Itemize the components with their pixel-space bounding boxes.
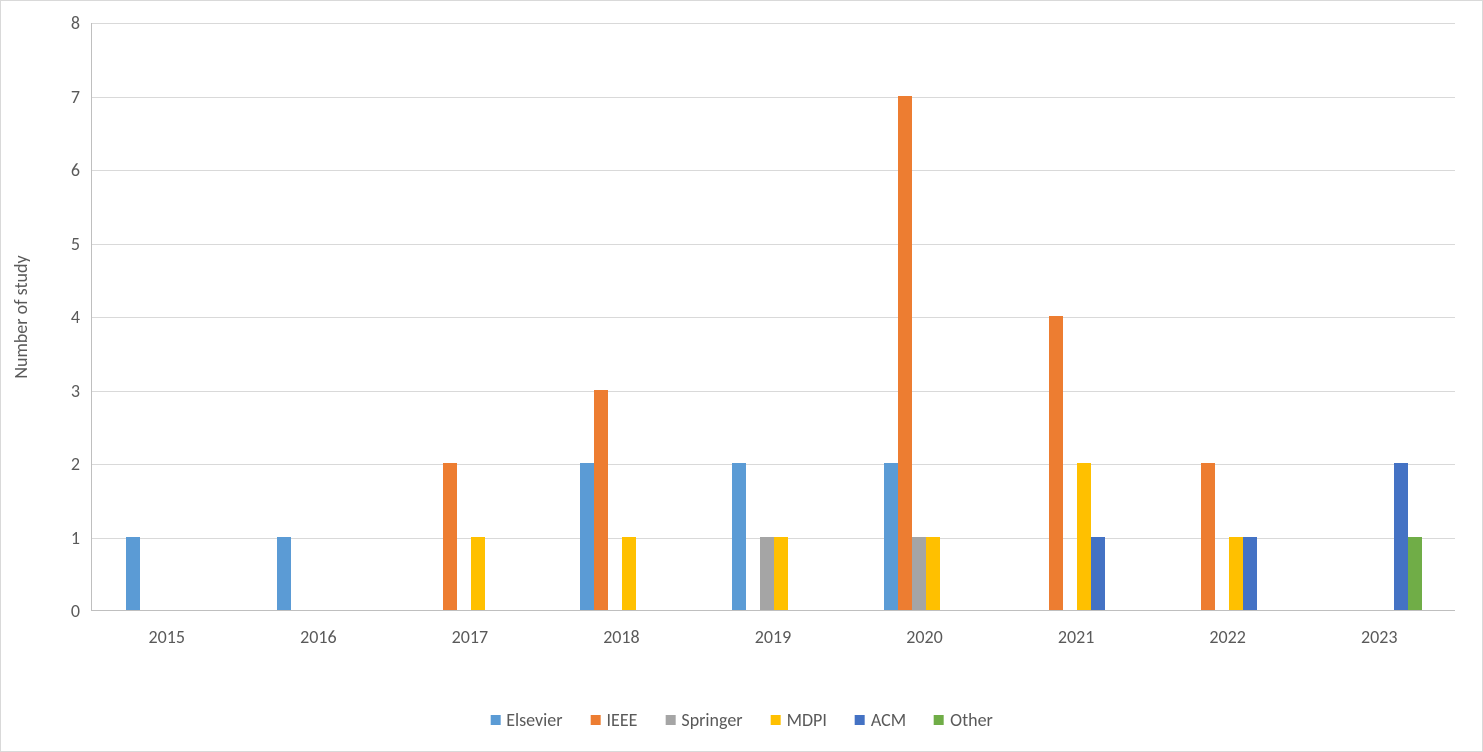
- chart-container: Number of study Elsevier IEEE Springer MDPI…: [0, 0, 1483, 752]
- bar: [912, 537, 926, 611]
- x-tick-label: 2015: [149, 626, 186, 648]
- x-tick-label: 2022: [1209, 626, 1246, 648]
- bar: [594, 390, 608, 611]
- bar: [1243, 537, 1257, 611]
- bar: [471, 537, 485, 611]
- x-tick-label: 2021: [1058, 626, 1095, 648]
- plot-area: [91, 23, 1455, 611]
- gridline: [92, 464, 1455, 465]
- bar: [580, 463, 594, 610]
- legend-item: Other: [934, 709, 993, 731]
- bar: [1229, 537, 1243, 611]
- gridline: [92, 97, 1455, 98]
- y-tick-label: 3: [40, 380, 80, 402]
- legend-swatch: [934, 715, 944, 725]
- y-tick-label: 4: [40, 306, 80, 328]
- bar: [126, 537, 140, 611]
- x-tick-label: 2018: [603, 626, 640, 648]
- legend-swatch: [665, 715, 675, 725]
- legend-label: IEEE: [607, 709, 638, 731]
- legend-swatch: [490, 715, 500, 725]
- legend-label: ACM: [871, 709, 906, 731]
- x-tick-label: 2016: [300, 626, 337, 648]
- bar: [760, 537, 774, 611]
- bar: [277, 537, 291, 611]
- legend: Elsevier IEEE Springer MDPI ACM Other: [490, 709, 993, 731]
- y-tick-label: 0: [40, 600, 80, 622]
- y-tick-label: 8: [40, 12, 80, 34]
- legend-swatch: [591, 715, 601, 725]
- y-tick-label: 5: [40, 233, 80, 255]
- bar: [1077, 463, 1091, 610]
- legend-item: MDPI: [771, 709, 827, 731]
- x-tick-label: 2020: [906, 626, 943, 648]
- bar: [1408, 537, 1422, 611]
- y-tick-label: 2: [40, 453, 80, 475]
- bar: [1091, 537, 1105, 611]
- x-tick-label: 2019: [755, 626, 792, 648]
- legend-item: ACM: [855, 709, 906, 731]
- bar: [926, 537, 940, 611]
- legend-swatch: [771, 715, 781, 725]
- y-tick-label: 1: [40, 527, 80, 549]
- legend-label: MDPI: [787, 709, 827, 731]
- bar: [732, 463, 746, 610]
- y-tick-label: 7: [40, 86, 80, 108]
- bar: [443, 463, 457, 610]
- y-tick-label: 6: [40, 159, 80, 181]
- gridline: [92, 244, 1455, 245]
- x-tick-label: 2023: [1361, 626, 1398, 648]
- legend-swatch: [855, 715, 865, 725]
- y-axis-title: Number of study: [10, 255, 32, 378]
- gridline: [92, 170, 1455, 171]
- x-tick-label: 2017: [452, 626, 489, 648]
- legend-item: Elsevier: [490, 709, 562, 731]
- legend-item: IEEE: [591, 709, 638, 731]
- gridline: [92, 317, 1455, 318]
- bar: [774, 537, 788, 611]
- legend-label: Springer: [681, 709, 742, 731]
- bar: [898, 96, 912, 611]
- bar: [1394, 463, 1408, 610]
- bar: [622, 537, 636, 611]
- gridline: [92, 391, 1455, 392]
- bar: [1049, 316, 1063, 610]
- legend-item: Springer: [665, 709, 742, 731]
- gridline: [92, 23, 1455, 24]
- legend-label: Elsevier: [506, 709, 562, 731]
- legend-label: Other: [950, 709, 993, 731]
- bar: [884, 463, 898, 610]
- bar: [1201, 463, 1215, 610]
